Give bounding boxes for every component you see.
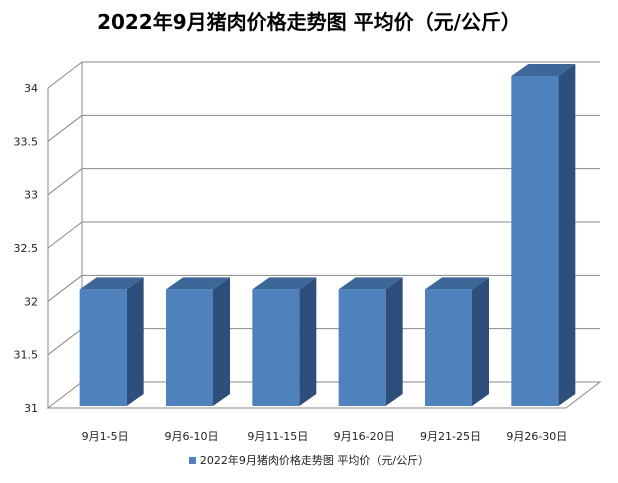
legend: 2022年9月猪肉价格走势图 平均价（元/公斤） — [0, 452, 618, 468]
y-tick-label: 33 — [24, 189, 38, 202]
gridline-diagonal — [47, 168, 83, 196]
y-tick-label: 32.5 — [14, 242, 39, 255]
legend-label: 2022年9月猪肉价格走势图 平均价（元/公斤） — [199, 454, 430, 467]
bar-side — [385, 277, 403, 406]
x-tick-label: 9月6-10日 — [165, 430, 219, 443]
x-tick-label: 9月1-5日 — [82, 430, 129, 443]
bar-side — [558, 64, 576, 406]
bar-side — [299, 277, 317, 406]
bar — [166, 289, 213, 406]
x-tick-label: 9月21-25日 — [420, 430, 481, 443]
bar-side — [472, 277, 489, 406]
bar — [511, 76, 559, 406]
bar — [425, 289, 472, 406]
legend-swatch — [188, 456, 196, 464]
y-tick-label: 32 — [24, 295, 38, 308]
gridline-diagonal — [47, 274, 83, 302]
x-tick-label: 9月26-30日 — [506, 430, 567, 443]
gridline-diagonal — [47, 328, 83, 356]
bar — [252, 289, 300, 406]
x-tick-label: 9月11-15日 — [247, 430, 308, 443]
bar-top — [252, 277, 317, 290]
bar-top — [338, 277, 403, 290]
bar-side — [126, 277, 144, 406]
chart-title: 2022年9月猪肉价格走势图 平均价（元/公斤） — [97, 10, 521, 34]
bar — [338, 289, 386, 406]
chart-floor — [46, 381, 602, 409]
y-tick-label: 33.5 — [14, 135, 39, 148]
bar-side — [213, 277, 230, 406]
y-tick-label: 31 — [24, 402, 38, 415]
bar — [79, 289, 127, 406]
x-tick-label: 9月16-20日 — [334, 430, 395, 443]
gridline-diagonal — [47, 61, 83, 89]
gridline-diagonal — [47, 221, 83, 249]
bar-top — [425, 277, 489, 290]
y-tick-label: 34 — [24, 82, 38, 95]
gridline-diagonal — [47, 114, 83, 142]
bar-top — [511, 64, 576, 76]
bar-top — [79, 277, 144, 290]
bar-top — [166, 277, 230, 290]
y-tick-label: 31.5 — [14, 349, 39, 362]
